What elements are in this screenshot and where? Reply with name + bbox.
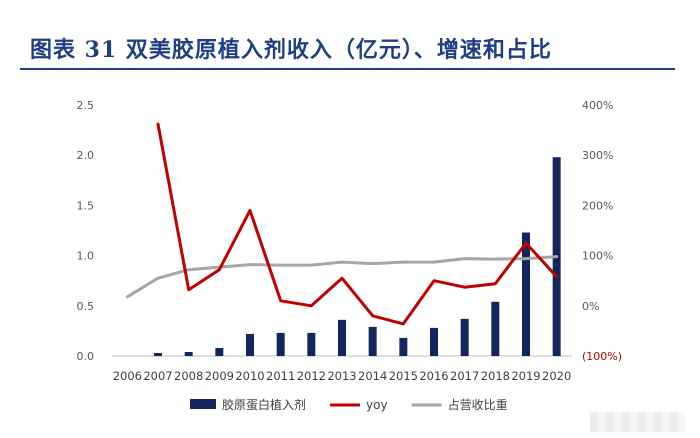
watermark <box>590 412 685 432</box>
bar <box>154 352 162 356</box>
x-tick-label: 2019 <box>511 369 540 383</box>
y2-tick-label: 0% <box>582 300 599 313</box>
bar <box>522 232 530 356</box>
bar <box>184 351 193 356</box>
bar <box>430 327 438 356</box>
bar <box>368 326 377 356</box>
y2-tick-label: (100%) <box>582 350 622 363</box>
bar <box>215 347 224 356</box>
legend-swatch <box>190 399 216 409</box>
legend-label: yoy <box>366 398 388 412</box>
bar <box>460 318 469 356</box>
x-tick-label: 2007 <box>143 369 172 383</box>
x-tick-label: 2015 <box>389 369 418 383</box>
y2-tick-label: 200% <box>582 199 613 212</box>
y-tick-label: 0.5 <box>77 300 95 313</box>
x-tick-label: 2017 <box>450 369 479 383</box>
x-tick-label: 2020 <box>542 369 571 383</box>
page-title: 图表 31 双美胶原植入剂收入（亿元）、增速和占比 <box>30 37 552 63</box>
yoy-line <box>156 122 559 326</box>
y-tick-label: 1.0 <box>77 250 95 263</box>
y2-tick-label: 300% <box>582 149 613 162</box>
bar <box>338 319 346 356</box>
x-tick-label: 2011 <box>266 369 295 383</box>
x-tick-label: 2010 <box>235 369 264 383</box>
y-tick-label: 1.5 <box>77 199 95 212</box>
y-tick-label: 2.0 <box>77 149 95 162</box>
y2-tick-label: 400% <box>582 99 613 112</box>
legend-label: 占营收比重 <box>448 397 508 412</box>
x-tick-label: 2018 <box>481 369 510 383</box>
x-tick-label: 2013 <box>327 369 356 383</box>
bar <box>491 301 500 356</box>
x-tick-label: 2006 <box>113 369 142 383</box>
x-tick-label: 2009 <box>205 369 234 383</box>
share-line <box>125 255 559 299</box>
x-tick-label: 2016 <box>419 369 448 383</box>
bar <box>307 332 316 356</box>
y-tick-label: 0.0 <box>77 350 95 363</box>
x-tick-label: 2008 <box>174 369 203 383</box>
y2-tick-label: 100% <box>582 250 613 263</box>
y-tick-label: 2.5 <box>77 99 95 112</box>
x-tick-label: 2014 <box>358 369 387 383</box>
bar <box>276 332 285 356</box>
title-bar: 图表 31 双美胶原植入剂收入（亿元）、增速和占比 <box>20 28 675 70</box>
bar <box>246 333 254 356</box>
legend-label: 胶原蛋白植入剂 <box>222 397 306 412</box>
x-tick-label: 2012 <box>297 369 326 383</box>
bar <box>399 337 408 356</box>
